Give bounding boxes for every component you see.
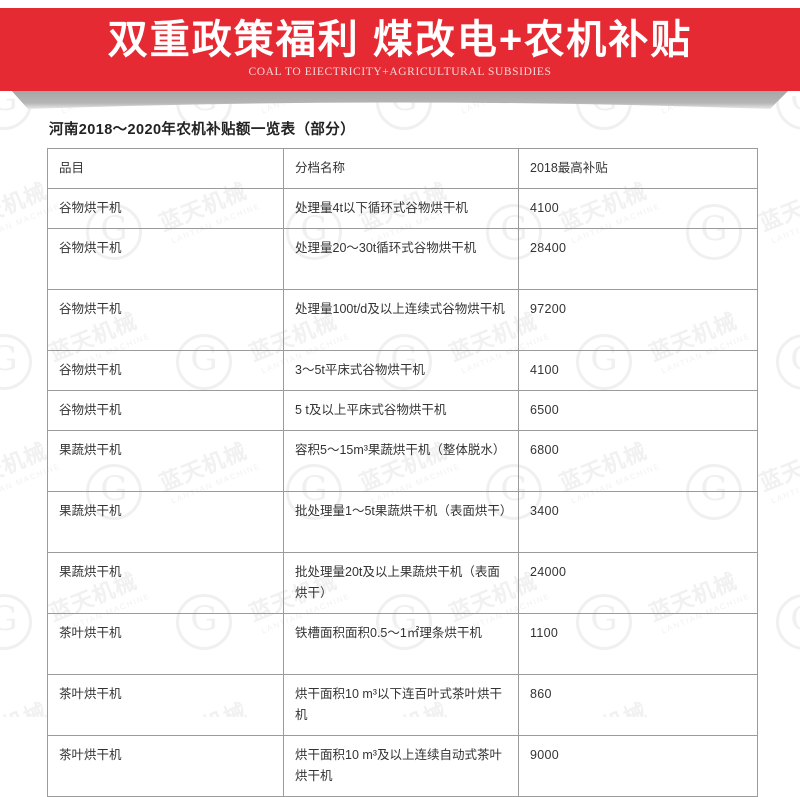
cell-item: 果蔬烘干机 [47,491,284,553]
cell-amount: 28400 [518,228,758,290]
table-title: 河南2018～2020年农机补贴额一览表（部分） [49,122,356,138]
promo-banner: 双重政策福利 煤改电+农机补贴 COAL TO EIECTRICITY+AGRI… [0,8,800,91]
cell-item: 谷物烘干机 [47,350,284,391]
table-row: 果蔬烘干机 容积5～15m³果蔬烘干机（整体脱水） 6800 [47,430,758,492]
table-row: 谷物烘干机 处理量20～30t循环式谷物烘干机 28400 [47,228,758,290]
watermark-logo-icon [0,594,32,650]
cell-amount: 97200 [518,289,758,351]
cell-spec: 容积5～15m³果蔬烘干机（整体脱水） [283,430,519,492]
subsidy-table-block: 河南2018～2020年农机补贴额一览表（部分） 品目 分档名称 2018最高补… [47,118,758,797]
subsidy-table: 品目 分档名称 2018最高补贴 谷物烘干机 处理量4t以下循环式谷物烘干机 410… [47,148,758,797]
cell-amount: 4100 [518,188,758,229]
cell-item: 谷物烘干机 [47,390,284,431]
cell-amount: 3400 [518,491,758,553]
table-row: 果蔬烘干机 批处理量1～5t果蔬烘干机（表面烘干） 3400 [47,491,758,553]
table-row: 谷物烘干机 5 t及以上平床式谷物烘干机 6500 [47,390,758,431]
column-header-item: 品目 [47,148,284,189]
cell-spec: 处理量4t以下循环式谷物烘干机 [283,188,519,229]
cell-amount: 9000 [518,735,758,797]
cell-spec: 3～5t平床式谷物烘干机 [283,350,519,391]
cell-item: 谷物烘干机 [47,228,284,290]
table-row: 谷物烘干机 处理量100t/d及以上连续式谷物烘干机 97200 [47,289,758,351]
cell-spec: 处理量20～30t循环式谷物烘干机 [283,228,519,290]
cell-amount: 1100 [518,613,758,675]
watermark-text-en: LANTIAN MACHINE [770,201,800,246]
cell-spec: 批处理量1～5t果蔬烘干机（表面烘干） [283,491,519,553]
table-row: 谷物烘干机 3～5t平床式谷物烘干机 4100 [47,350,758,391]
watermark-text-cn: 蓝天机械 [754,691,800,717]
watermark-text-cn: 蓝天机械 [755,178,800,236]
table-row: 茶叶烘干机 烘干面积10 m³以下连百叶式茶叶烘干机 860 [47,674,758,736]
cell-amount: 24000 [518,552,758,614]
table-row: 谷物烘干机 处理量4t以下循环式谷物烘干机 4100 [47,188,758,229]
cell-amount: 860 [518,674,758,736]
table-row: 茶叶烘干机 烘干面积10 m³及以上连续自动式茶叶烘干机 9000 [47,735,758,797]
column-header-amount: 2018最高补贴 [518,148,758,189]
banner-shadow-ribbon [10,89,790,109]
watermark-logo-icon [776,334,800,390]
cell-spec: 处理量100t/d及以上连续式谷物烘干机 [283,289,519,351]
banner-title: 双重政策福利 煤改电+农机补贴 [107,18,693,62]
cell-amount: 4100 [518,350,758,391]
column-header-spec: 分档名称 [283,148,519,189]
watermark-logo-icon [0,334,32,390]
cell-item: 茶叶烘干机 [47,735,284,797]
watermark-text-en: LANTIAN MACHINE [770,461,800,506]
banner-subtitle: COAL TO EIECTRICITY+AGRICULTURAL SUBSIDI… [248,66,552,78]
table-header-row: 品目 分档名称 2018最高补贴 [47,148,758,189]
table-head: 品目 分档名称 2018最高补贴 [47,148,758,189]
cell-item: 茶叶烘干机 [47,613,284,675]
cell-item: 谷物烘干机 [47,188,284,229]
cell-spec: 烘干面积10 m³以下连百叶式茶叶烘干机 [283,674,519,736]
table-row: 果蔬烘干机 批处理量20t及以上果蔬烘干机（表面烘干） 24000 [47,552,758,614]
cell-item: 果蔬烘干机 [47,552,284,614]
table-body: 谷物烘干机 处理量4t以下循环式谷物烘干机 4100 谷物烘干机 处理量20～30t循环… [47,188,758,797]
cell-spec: 批处理量20t及以上果蔬烘干机（表面烘干） [283,552,519,614]
watermark-logo-icon [776,594,800,650]
cell-spec: 铁槽面积面积0.5～1㎡理条烘干机 [283,613,519,675]
cell-spec: 烘干面积10 m³及以上连续自动式茶叶烘干机 [283,735,519,797]
cell-item: 果蔬烘干机 [47,430,284,492]
table-row: 茶叶烘干机 铁槽面积面积0.5～1㎡理条烘干机 1100 [47,613,758,675]
cell-amount: 6800 [518,430,758,492]
cell-item: 谷物烘干机 [47,289,284,351]
cell-spec: 5 t及以上平床式谷物烘干机 [283,390,519,431]
cell-item: 茶叶烘干机 [47,674,284,736]
cell-amount: 6500 [518,390,758,431]
watermark-text-cn: 蓝天机械 [755,438,800,496]
